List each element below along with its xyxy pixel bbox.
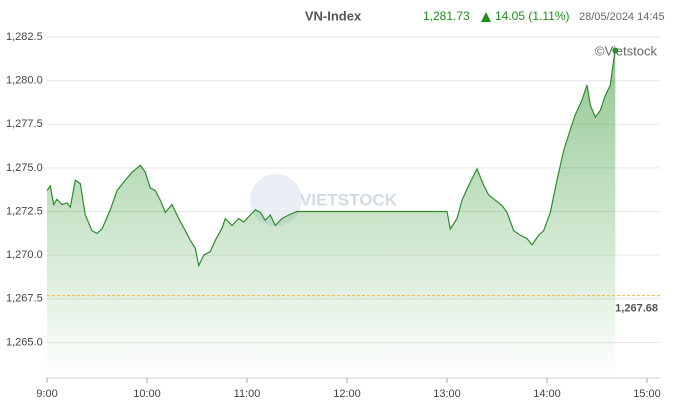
x-tick-label: 13:00 xyxy=(433,388,461,400)
area xyxy=(47,50,616,378)
y-tick-label: 1,275.0 xyxy=(6,162,43,174)
y-tick-label: 1,267.5 xyxy=(6,293,43,305)
watermark: ©Vietstock xyxy=(595,43,658,58)
up-arrow xyxy=(481,12,491,22)
change: 14.05 (1.11%) xyxy=(495,9,570,23)
timestamp: 28/05/2024 14:45 xyxy=(579,11,665,23)
x-tick-label: 12:00 xyxy=(333,388,361,400)
reference-label: 1,267.68 xyxy=(615,303,658,315)
logo-icon xyxy=(250,174,302,226)
x-tick-label: 9:00 xyxy=(36,388,57,400)
y-tick-label: 1,265.0 xyxy=(6,336,43,348)
y-tick-label: 1,282.5 xyxy=(6,31,43,43)
x-tick-label: 11:00 xyxy=(234,388,261,400)
y-tick-label: 1,270.0 xyxy=(6,249,43,261)
y-tick-label: 1,272.5 xyxy=(6,205,43,217)
x-tick-label: 15:00 xyxy=(633,388,661,400)
y-tick-label: 1,280.0 xyxy=(6,75,43,87)
y-tick-label: 1,277.5 xyxy=(6,118,43,130)
last-price: 1,281.73 xyxy=(423,9,470,23)
chart-title: VN-Index xyxy=(305,8,362,23)
x-tick-label: 14:00 xyxy=(533,388,561,400)
price-line xyxy=(46,50,616,268)
last-point xyxy=(612,47,619,54)
x-tick-label: 10:00 xyxy=(133,388,161,400)
logo: VIETSTOCK xyxy=(300,190,398,209)
